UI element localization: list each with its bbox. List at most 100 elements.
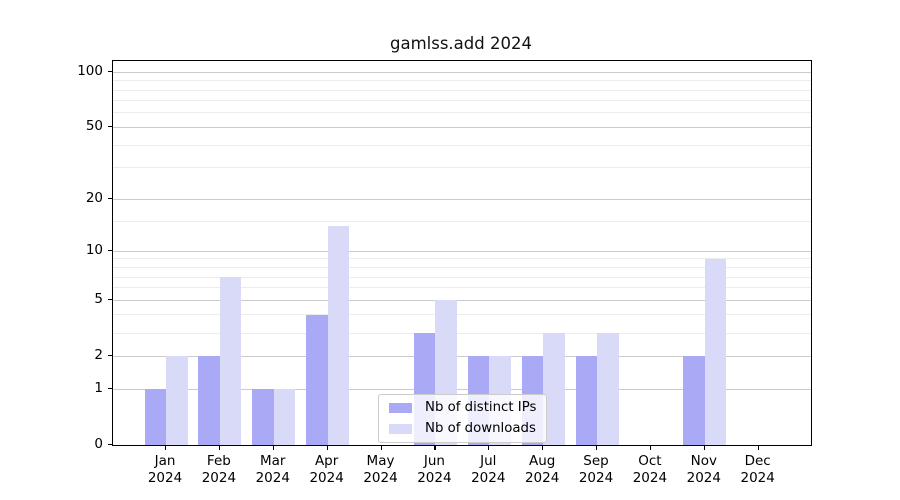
minor-gridline [113,267,811,268]
bar-nb-of-distinct-ips-nov [683,355,705,445]
y-axis-tick-label: 1 [94,379,103,396]
minor-gridline [113,167,811,169]
x-label-year: 2024 [147,469,183,486]
x-axis-tick-label: Aug 2024 [507,453,577,487]
x-axis-tick-label: Oct 2024 [615,453,685,487]
bar-nb-of-downloads-mar [273,388,296,445]
minor-gridline [113,258,811,260]
y-axis-tick [108,354,113,356]
bar-nb-of-downloads-sep [597,332,619,445]
x-axis-tick [434,444,436,450]
x-axis-tick [488,444,490,450]
x-label-month: Jun [423,452,445,469]
x-label-year: 2024 [740,469,775,486]
chart-title: gamlss.add 2024 [390,34,532,53]
x-label-year: 2024 [471,469,506,486]
x-axis-tick [596,444,598,450]
x-axis-tick-label: Dec 2024 [723,453,793,487]
major-gridline [113,388,811,390]
minor-gridline [113,89,811,91]
x-axis-tick [165,444,167,450]
x-axis-tick-label: May 2024 [346,453,416,487]
legend-entry: Nb of downloads [389,421,536,437]
x-label-month: Oct [638,452,662,469]
x-label-year: 2024 [524,469,560,486]
x-label-year: 2024 [578,469,614,486]
y-axis-tick [108,249,113,251]
major-gridline [113,126,811,128]
x-axis-tick [703,444,705,450]
minor-gridline [113,100,811,102]
bar-nb-of-downloads-aug [543,332,565,445]
y-axis-tick-label: 20 [85,189,103,206]
major-gridline [113,250,811,252]
bar-nb-of-distinct-ips-sep [575,355,598,445]
y-axis-tick-label: 100 [77,62,103,79]
x-axis-tick [218,444,221,450]
y-axis-tick-label: 2 [94,346,103,363]
minor-gridline [113,144,811,146]
minor-gridline [113,332,811,334]
y-axis-tick-label: 50 [85,117,103,134]
x-label-year: 2024 [201,469,237,486]
y-axis-tick [108,387,113,389]
y-axis-tick [108,197,113,199]
x-label-month: May [366,452,395,469]
legend-swatch [389,403,412,413]
x-label-month: Nov [690,452,717,469]
x-axis-tick [380,444,382,450]
major-gridline [113,355,811,357]
y-axis-tick-label: 10 [85,241,103,258]
x-axis-tick [272,444,274,450]
major-gridline [113,71,811,73]
x-axis-tick-label: Nov 2024 [669,453,739,487]
legend-entry: Nb of distinct IPs [389,400,536,416]
x-label-month: Mar [260,452,286,469]
x-axis-tick-label: Apr 2024 [292,453,362,487]
x-label-month: Feb [206,452,231,469]
x-axis-tick [542,444,544,450]
x-label-month: Apr [314,452,339,469]
x-label-year: 2024 [363,469,398,486]
major-gridline [113,299,811,301]
bar-nb-of-distinct-ips-apr [306,314,328,445]
x-label-month: Jan [154,452,176,469]
x-label-year: 2024 [632,469,668,486]
major-gridline [113,198,811,200]
legend-label: Nb of distinct IPs [425,400,537,415]
legend-label: Nb of downloads [425,421,536,436]
x-axis-tick-label: Feb 2024 [184,453,254,487]
minor-gridline [113,112,811,114]
legend-swatch [389,424,412,434]
minor-gridline [113,80,811,82]
x-axis-tick-label: Jul 2024 [453,453,523,487]
x-label-month: Jul [480,452,497,469]
x-label-month: Dec [744,452,771,469]
bar-nb-of-distinct-ips-mar [252,388,274,445]
bar-nb-of-distinct-ips-jan [144,388,166,445]
minor-gridline [113,220,811,222]
x-axis-tick [757,444,759,450]
bar-nb-of-downloads-nov [704,258,727,445]
bar-nb-of-downloads-apr [327,225,350,445]
y-axis-tick [108,125,113,128]
x-axis-tick-label: Mar 2024 [238,453,308,487]
y-axis-tick [108,70,113,72]
x-axis-tick-label: Jun 2024 [399,453,469,487]
minor-gridline [113,287,811,289]
minor-gridline [113,276,811,278]
x-axis-tick-label: Jan 2024 [130,453,200,487]
bar-nb-of-downloads-jan [166,355,188,445]
x-label-month: Sep [583,452,609,469]
legend: Nb of distinct IPs Nb of downloads [378,394,548,443]
bar-nb-of-downloads-feb [219,276,242,445]
y-axis-tick [108,443,113,445]
x-axis-tick-label: Sep 2024 [561,453,631,487]
x-axis-tick [649,444,652,450]
x-label-year: 2024 [686,469,721,486]
x-label-year: 2024 [309,469,344,486]
x-label-month: Aug [528,452,556,469]
y-axis-tick-label: 5 [94,290,103,307]
y-axis-tick [108,298,113,300]
